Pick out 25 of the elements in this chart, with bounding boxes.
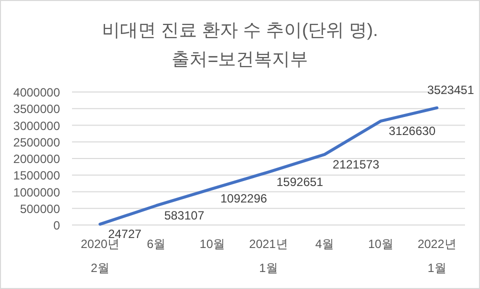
x-tick-label: 2022년 1월 <box>418 237 456 275</box>
x-tick-label: 2020년 2월 <box>80 237 120 275</box>
x-tick-label: 10월 <box>368 237 394 251</box>
y-tick-label: 1000000 <box>13 185 60 200</box>
y-tick-label: 3500000 <box>13 102 60 116</box>
data-label: 2121573 <box>332 157 380 172</box>
x-tick-label: 2021년 1월 <box>249 237 288 275</box>
x-tick-label: 4월 <box>315 237 334 251</box>
y-tick-label: 1500000 <box>13 168 60 183</box>
x-tick-label: 6월 <box>146 237 166 251</box>
y-tick-label: 500000 <box>20 202 60 216</box>
line-series <box>98 106 438 226</box>
y-tick-label: 0 <box>53 218 60 232</box>
y-tick-label: 2000000 <box>13 152 60 166</box>
y-tick-label: 2500000 <box>13 135 60 150</box>
data-label: 3523451 <box>427 82 474 97</box>
data-label: 1592651 <box>276 175 324 190</box>
data-label: 583107 <box>164 208 205 223</box>
chart-subtitle: 출처=보건복지부 <box>172 49 308 69</box>
x-tick-label: 10월 <box>200 237 226 251</box>
chart-title: 비대면 진료 환자 수 추이(단위 명). <box>102 20 378 40</box>
y-tick-label: 3000000 <box>13 118 60 133</box>
data-label: 3126630 <box>388 124 436 138</box>
y-tick-label: 4000000 <box>13 86 60 100</box>
data-label: 1092296 <box>220 192 268 206</box>
